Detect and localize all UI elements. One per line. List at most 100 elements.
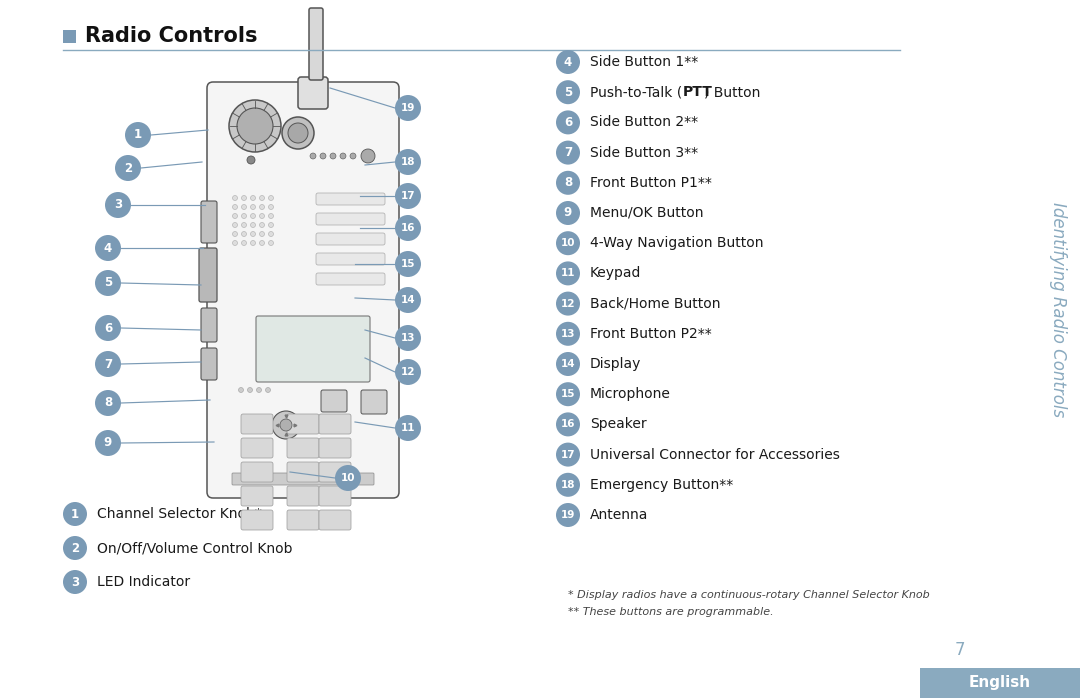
Text: 7: 7 (564, 146, 572, 159)
Circle shape (63, 536, 87, 560)
Circle shape (556, 110, 580, 135)
Text: 15: 15 (561, 389, 576, 399)
Circle shape (395, 183, 421, 209)
Text: 19: 19 (401, 103, 415, 113)
FancyBboxPatch shape (287, 438, 319, 458)
Circle shape (251, 241, 256, 246)
FancyBboxPatch shape (316, 213, 384, 225)
Circle shape (556, 473, 580, 497)
FancyBboxPatch shape (241, 438, 273, 458)
Circle shape (395, 215, 421, 241)
FancyBboxPatch shape (232, 473, 374, 485)
Circle shape (63, 570, 87, 594)
Text: 15: 15 (401, 259, 415, 269)
Text: 18: 18 (401, 157, 415, 167)
Circle shape (95, 430, 121, 456)
Text: 8: 8 (104, 396, 112, 410)
Text: On/Off/Volume Control Knob: On/Off/Volume Control Knob (97, 541, 293, 555)
Circle shape (269, 214, 273, 218)
Circle shape (395, 251, 421, 277)
Circle shape (330, 153, 336, 159)
Text: Emergency Button**: Emergency Button** (590, 478, 733, 492)
FancyBboxPatch shape (256, 316, 370, 382)
Circle shape (395, 359, 421, 385)
Circle shape (251, 195, 256, 200)
Circle shape (556, 261, 580, 285)
Circle shape (266, 387, 270, 392)
Circle shape (259, 195, 265, 200)
Text: 5: 5 (104, 276, 112, 290)
Circle shape (251, 232, 256, 237)
Text: English: English (969, 676, 1031, 690)
Circle shape (232, 232, 238, 237)
Text: 4: 4 (564, 56, 572, 68)
Text: 11: 11 (401, 423, 415, 433)
Circle shape (282, 117, 314, 149)
Circle shape (95, 351, 121, 377)
Circle shape (556, 503, 580, 527)
Circle shape (556, 383, 580, 406)
Text: 5: 5 (564, 86, 572, 98)
FancyBboxPatch shape (201, 201, 217, 243)
Text: 16: 16 (561, 419, 576, 429)
Text: 9: 9 (564, 207, 572, 219)
Circle shape (242, 214, 246, 218)
Circle shape (232, 223, 238, 228)
Circle shape (242, 241, 246, 246)
Circle shape (395, 325, 421, 351)
Text: 2: 2 (71, 542, 79, 554)
Text: PTT: PTT (683, 85, 712, 99)
FancyBboxPatch shape (321, 390, 347, 412)
Text: Menu/OK Button: Menu/OK Button (590, 206, 703, 220)
Text: Identifying Radio Controls: Identifying Radio Controls (1049, 202, 1067, 417)
Circle shape (288, 123, 308, 143)
Text: Push-to-Talk (: Push-to-Talk ( (590, 85, 683, 99)
Circle shape (556, 413, 580, 436)
FancyBboxPatch shape (319, 414, 351, 434)
Text: Back/Home Button: Back/Home Button (590, 297, 720, 311)
Text: Microphone: Microphone (590, 387, 671, 401)
Circle shape (556, 201, 580, 225)
Circle shape (95, 315, 121, 341)
FancyBboxPatch shape (309, 8, 323, 80)
FancyBboxPatch shape (287, 510, 319, 530)
Circle shape (556, 352, 580, 376)
Circle shape (361, 149, 375, 163)
Circle shape (242, 195, 246, 200)
Circle shape (239, 387, 243, 392)
Text: Universal Connector for Accessories: Universal Connector for Accessories (590, 447, 840, 461)
Circle shape (340, 153, 346, 159)
Circle shape (556, 231, 580, 255)
Text: 3: 3 (71, 575, 79, 588)
Circle shape (247, 156, 255, 164)
Text: 12: 12 (401, 367, 415, 377)
Text: Radio Controls: Radio Controls (85, 27, 257, 47)
FancyBboxPatch shape (316, 253, 384, 265)
Circle shape (395, 95, 421, 121)
FancyBboxPatch shape (287, 486, 319, 506)
Circle shape (95, 270, 121, 296)
FancyBboxPatch shape (241, 486, 273, 506)
Circle shape (114, 155, 141, 181)
Circle shape (232, 205, 238, 209)
Circle shape (232, 214, 238, 218)
Text: Antenna: Antenna (590, 508, 648, 522)
Text: 4-Way Navigation Button: 4-Way Navigation Button (590, 236, 764, 250)
Circle shape (395, 149, 421, 175)
Text: 7: 7 (955, 641, 966, 659)
Text: Front Button P1**: Front Button P1** (590, 176, 712, 190)
Circle shape (251, 214, 256, 218)
Circle shape (280, 419, 292, 431)
Circle shape (229, 100, 281, 152)
FancyBboxPatch shape (319, 462, 351, 482)
Circle shape (95, 235, 121, 261)
Circle shape (556, 292, 580, 315)
Circle shape (232, 241, 238, 246)
FancyBboxPatch shape (201, 348, 217, 380)
Text: 17: 17 (561, 450, 576, 459)
Text: 2: 2 (124, 161, 132, 174)
Circle shape (259, 223, 265, 228)
Circle shape (247, 387, 253, 392)
Circle shape (269, 205, 273, 209)
FancyBboxPatch shape (241, 510, 273, 530)
